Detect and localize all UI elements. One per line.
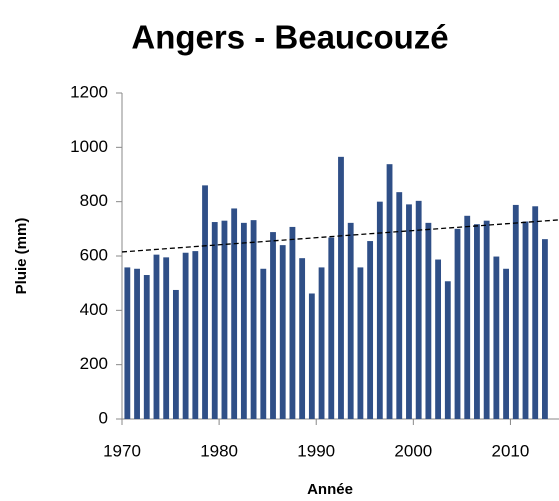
y-axis-label: Pluie (mm)	[13, 218, 30, 295]
bar	[386, 164, 393, 419]
bar	[299, 258, 306, 419]
y-tick-label: 800	[80, 191, 108, 210]
bar	[202, 185, 208, 419]
x-tick-label: 2010	[492, 441, 530, 460]
bar	[143, 275, 150, 419]
x-tick-label: 1990	[297, 441, 335, 460]
bar	[279, 245, 286, 419]
x-tick-label: 1970	[103, 441, 141, 460]
bar	[172, 289, 179, 419]
x-tick-label: 1980	[200, 441, 238, 460]
bar	[425, 222, 432, 419]
x-tick-label: 2000	[394, 441, 432, 460]
y-tick-label: 200	[80, 354, 108, 373]
bar	[270, 232, 276, 419]
bar	[493, 256, 500, 419]
x-axis-label: Année	[307, 481, 353, 498]
bar	[542, 239, 548, 419]
bar	[134, 268, 140, 419]
bar	[503, 268, 509, 419]
bar	[240, 222, 247, 419]
bar	[376, 201, 383, 419]
bar	[454, 228, 461, 419]
bar	[338, 156, 344, 419]
bar	[435, 259, 442, 419]
bar	[444, 281, 451, 419]
y-tick-label: 1200	[70, 82, 108, 101]
trendline	[121, 219, 559, 253]
bar	[483, 220, 490, 419]
bar	[250, 220, 257, 419]
y-tick-label: 1000	[70, 137, 108, 156]
bar	[163, 257, 170, 419]
chart-title: Angers - Beaucouzé	[131, 19, 448, 56]
bar	[522, 221, 529, 419]
bar	[347, 222, 354, 419]
bar	[260, 268, 267, 419]
bar	[231, 208, 238, 419]
bar	[211, 222, 218, 419]
bar	[464, 215, 471, 419]
bar	[318, 267, 325, 419]
bar	[357, 267, 364, 419]
bar	[396, 192, 403, 419]
bar	[367, 241, 374, 419]
bar	[124, 267, 131, 419]
bar	[289, 226, 296, 419]
bar	[221, 220, 228, 419]
bar	[328, 237, 335, 419]
bar	[406, 204, 412, 419]
bar	[474, 224, 480, 419]
bar	[308, 293, 315, 419]
y-tick-label: 400	[80, 300, 108, 319]
bar	[182, 252, 189, 419]
bar	[512, 204, 519, 419]
y-tick-label: 600	[80, 245, 108, 264]
bar	[532, 206, 539, 419]
bar	[415, 200, 422, 419]
bar	[153, 254, 160, 419]
bar	[192, 251, 199, 419]
y-tick-label: 0	[99, 408, 108, 427]
